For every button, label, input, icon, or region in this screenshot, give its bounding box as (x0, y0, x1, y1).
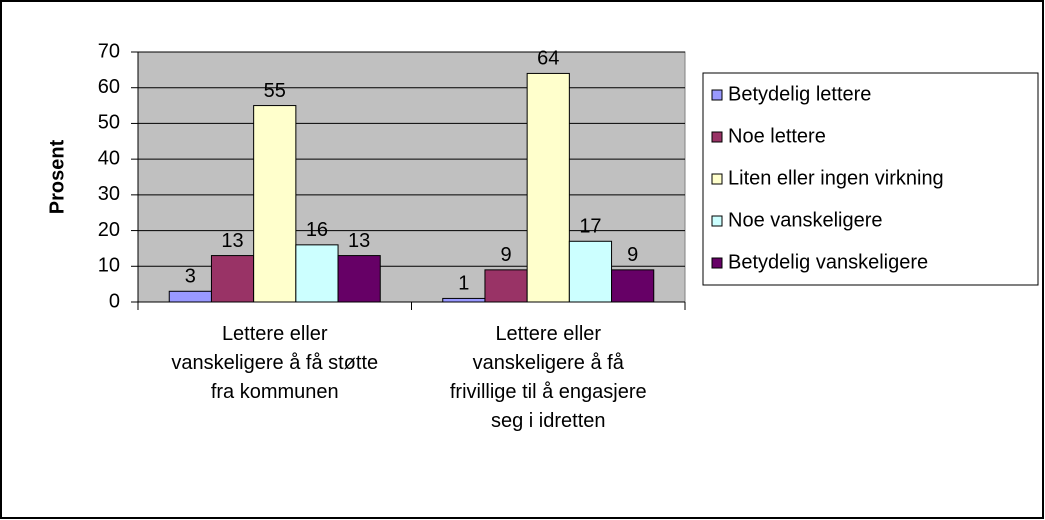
y-tick-label: 30 (98, 183, 120, 205)
x-tick-label: Lettere eller vanskeligere å få frivillige… (450, 323, 647, 432)
bar (295, 244, 339, 303)
bar (568, 240, 613, 303)
y-tick-label: 70 (98, 40, 120, 62)
data-label: 55 (264, 80, 286, 102)
bar (337, 255, 381, 303)
bar (210, 255, 255, 303)
legend-swatch (711, 173, 723, 185)
data-label: 17 (579, 216, 601, 238)
legend-label: Betydelig lettere (728, 83, 871, 105)
data-label: 16 (306, 219, 328, 241)
data-label: 13 (221, 230, 243, 252)
data-label: 9 (627, 244, 638, 266)
legend-label: Liten eller ingen virkning (728, 167, 944, 189)
data-label: 3 (185, 266, 196, 288)
y-tick-label: 0 (109, 290, 120, 312)
legend (702, 72, 1039, 286)
bar (611, 269, 655, 303)
y-tick-label: 10 (98, 255, 120, 277)
x-tick-label: Lettere eller vanskeligere å få støtte fra… (171, 323, 378, 403)
y-tick-label: 40 (98, 147, 120, 169)
legend-swatch (711, 131, 723, 143)
data-label: 64 (537, 48, 559, 70)
legend-label: Noe vanskeligere (728, 209, 883, 231)
y-axis-label: Prosent (46, 139, 68, 214)
bar (442, 297, 486, 303)
data-label: 13 (348, 230, 370, 252)
bar (253, 105, 297, 303)
y-tick-label: 20 (98, 219, 120, 241)
bar (526, 72, 570, 303)
y-tick-label: 60 (98, 76, 120, 98)
legend-label: Betydelig vanskeligere (728, 251, 928, 273)
y-tick-label: 50 (98, 112, 120, 134)
legend-label: Noe lettere (728, 125, 826, 147)
legend-swatch (711, 257, 723, 269)
data-label: 1 (458, 273, 469, 295)
legend-swatch (711, 89, 723, 101)
data-label: 9 (500, 244, 511, 266)
bar (168, 290, 212, 303)
bar (484, 269, 528, 303)
legend-swatch (711, 215, 723, 227)
